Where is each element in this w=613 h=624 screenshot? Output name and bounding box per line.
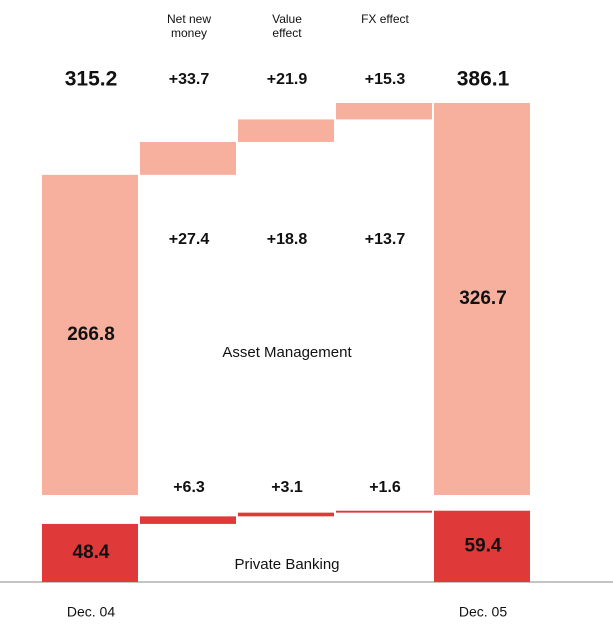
total-label: 315.2 (65, 68, 118, 91)
bar (434, 102, 530, 496)
step-label: Value effect (272, 12, 302, 40)
x-label: Dec. 05 (459, 604, 507, 620)
step-header: FX effect (361, 12, 409, 26)
value-label: 48.4 (73, 542, 110, 563)
bar (434, 510, 530, 582)
bar (140, 141, 236, 175)
value-label: +13.7 (365, 231, 406, 248)
value-label: +18.8 (267, 231, 308, 248)
step-header: Value effect (272, 12, 302, 40)
total-label: +15.3 (365, 71, 406, 88)
value-label: +1.6 (369, 479, 401, 496)
step-label: FX effect (361, 12, 409, 26)
step-label: Net new money (166, 12, 212, 40)
value-label: 326.7 (459, 288, 507, 309)
bar (336, 510, 432, 513)
value-label: +6.3 (173, 479, 205, 496)
bar (140, 516, 236, 524)
bar (238, 119, 334, 142)
segment-label: Private Banking (234, 556, 339, 573)
value-label: 59.4 (465, 535, 502, 556)
segment-label: Asset Management (222, 344, 352, 361)
bar (238, 512, 334, 517)
total-label: +33.7 (169, 71, 210, 88)
value-label: +27.4 (169, 231, 210, 248)
bar (336, 102, 432, 120)
total-label: +21.9 (267, 71, 308, 88)
bar (42, 174, 138, 495)
x-label: Dec. 04 (67, 604, 115, 620)
value-label: +3.1 (271, 479, 303, 496)
step-header: Net new money (166, 12, 212, 40)
value-label: 266.8 (67, 324, 115, 345)
bar (42, 523, 138, 582)
total-label: 386.1 (457, 68, 510, 91)
